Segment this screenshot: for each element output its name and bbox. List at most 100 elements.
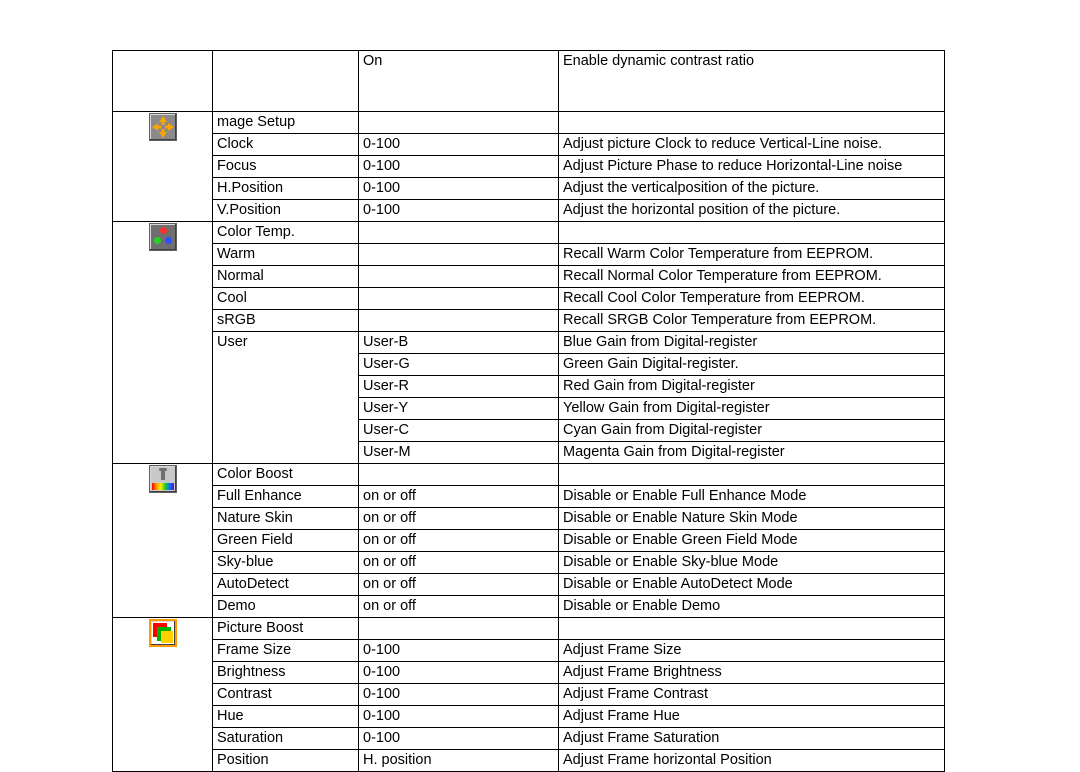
picture-boost-icon xyxy=(149,619,177,647)
setting-item: Full Enhance xyxy=(213,486,359,508)
setting-description: Disable or Enable Green Field Mode xyxy=(559,530,945,552)
table-row: Nature Skinon or offDisable or Enable Na… xyxy=(113,508,945,530)
table-row: Green Fieldon or offDisable or Enable Gr… xyxy=(113,530,945,552)
table-row: WarmRecall Warm Color Temperature from E… xyxy=(113,244,945,266)
setting-description xyxy=(559,222,945,244)
setting-item: Normal xyxy=(213,266,359,288)
setting-description: Adjust Frame Brightness xyxy=(559,662,945,684)
setting-range: 0-100 xyxy=(359,662,559,684)
setting-item: V.Position xyxy=(213,200,359,222)
setting-item: Position xyxy=(213,750,359,772)
setting-description: Adjust Frame Contrast xyxy=(559,684,945,706)
setting-range: User-Y xyxy=(359,398,559,420)
setting-item: Sky-blue xyxy=(213,552,359,574)
setting-range: 0-100 xyxy=(359,706,559,728)
table-row: Cool Recall Cool Color Temperature from E… xyxy=(113,288,945,310)
osd-settings-table: OnEnable dynamic contrast ratiomage Setu… xyxy=(112,50,945,772)
setting-item: Warm xyxy=(213,244,359,266)
setting-range xyxy=(359,618,559,640)
table-row: PositionH. positionAdjust Frame horizont… xyxy=(113,750,945,772)
setting-description: Enable dynamic contrast ratio xyxy=(559,51,945,112)
setting-range: User-B xyxy=(359,332,559,354)
section-icon-cell xyxy=(113,222,213,464)
setting-description: Adjust the horizontal position of the pi… xyxy=(559,200,945,222)
setting-range: on or off xyxy=(359,574,559,596)
setting-item: Green Field xyxy=(213,530,359,552)
section-icon-cell xyxy=(113,112,213,222)
table-row: Sky-blueon or offDisable or Enable Sky-b… xyxy=(113,552,945,574)
table-row: UserUser-BBlue Gain from Digital-registe… xyxy=(113,332,945,354)
setting-item: Nature Skin xyxy=(213,508,359,530)
setting-range: on or off xyxy=(359,596,559,618)
table-row: Contrast0-100Adjust Frame Contrast xyxy=(113,684,945,706)
image-setup-icon xyxy=(149,113,177,141)
setting-item: Brightness xyxy=(213,662,359,684)
setting-range: On xyxy=(359,51,559,112)
table-row: Clock0-100Adjust picture Clock to reduce… xyxy=(113,134,945,156)
setting-range xyxy=(359,310,559,332)
setting-range: User-M xyxy=(359,442,559,464)
setting-item: Focus xyxy=(213,156,359,178)
setting-range: 0-100 xyxy=(359,178,559,200)
setting-description: Red Gain from Digital-register xyxy=(559,376,945,398)
table-row: Brightness0-100Adjust Frame Brightness xyxy=(113,662,945,684)
setting-description: Yellow Gain from Digital-register xyxy=(559,398,945,420)
setting-range: User-R xyxy=(359,376,559,398)
section-icon-cell xyxy=(113,618,213,772)
section-icon-cell xyxy=(113,51,213,112)
table-row: H.Position0-100Adjust the verticalpositi… xyxy=(113,178,945,200)
table-row: Demoon or offDisable or Enable Demo xyxy=(113,596,945,618)
setting-item: Cool xyxy=(213,288,359,310)
table-row: sRGB Recall SRGB Color Temperature from E… xyxy=(113,310,945,332)
setting-item: Hue xyxy=(213,706,359,728)
setting-description: Adjust the verticalposition of the pictu… xyxy=(559,178,945,200)
table-row: Frame Size0-100Adjust Frame Size xyxy=(113,640,945,662)
setting-description: Adjust Picture Phase to reduce Horizonta… xyxy=(559,156,945,178)
section-icon-cell xyxy=(113,464,213,618)
setting-description: Cyan Gain from Digital-register xyxy=(559,420,945,442)
setting-description: Adjust Frame horizontal Position xyxy=(559,750,945,772)
setting-range: on or off xyxy=(359,552,559,574)
table-row: OnEnable dynamic contrast ratio xyxy=(113,51,945,112)
setting-description: Adjust picture Clock to reduce Vertical-… xyxy=(559,134,945,156)
setting-item: sRGB xyxy=(213,310,359,332)
setting-range: 0-100 xyxy=(359,200,559,222)
setting-description: Disable or Enable Full Enhance Mode xyxy=(559,486,945,508)
table-row: AutoDetecton or offDisable or Enable Aut… xyxy=(113,574,945,596)
setting-range: 0-100 xyxy=(359,156,559,178)
table-row: Picture Boost xyxy=(113,618,945,640)
table-row: V.Position0-100Adjust the horizontal pos… xyxy=(113,200,945,222)
setting-description: Adjust Frame Hue xyxy=(559,706,945,728)
setting-description: Disable or Enable Demo xyxy=(559,596,945,618)
setting-description: Recall Cool Color Temperature from EEPRO… xyxy=(559,288,945,310)
setting-item: Color Temp. xyxy=(213,222,359,244)
setting-item: Picture Boost xyxy=(213,618,359,640)
table-row: Full Enhanceon or offDisable or Enable F… xyxy=(113,486,945,508)
setting-description: Disable or Enable Sky-blue Mode xyxy=(559,552,945,574)
setting-range xyxy=(359,112,559,134)
setting-description: Recall SRGB Color Temperature from EEPRO… xyxy=(559,310,945,332)
table-row: mage Setup xyxy=(113,112,945,134)
setting-range: 0-100 xyxy=(359,684,559,706)
setting-description xyxy=(559,112,945,134)
setting-item: Frame Size xyxy=(213,640,359,662)
setting-item: mage Setup xyxy=(213,112,359,134)
setting-item xyxy=(213,51,359,112)
setting-description: Disable or Enable AutoDetect Mode xyxy=(559,574,945,596)
setting-description: Green Gain Digital-register. xyxy=(559,354,945,376)
table-row: Focus0-100Adjust Picture Phase to reduce… xyxy=(113,156,945,178)
table-row: Color Temp. xyxy=(113,222,945,244)
setting-range: User-C xyxy=(359,420,559,442)
setting-range xyxy=(359,222,559,244)
setting-item: H.Position xyxy=(213,178,359,200)
setting-description: Disable or Enable Nature Skin Mode xyxy=(559,508,945,530)
color-boost-icon xyxy=(149,465,177,493)
setting-item: Demo xyxy=(213,596,359,618)
setting-description: Adjust Frame Size xyxy=(559,640,945,662)
setting-range xyxy=(359,266,559,288)
setting-item: User xyxy=(213,332,359,464)
table-row: Hue0-100Adjust Frame Hue xyxy=(113,706,945,728)
setting-range: on or off xyxy=(359,530,559,552)
setting-item: Clock xyxy=(213,134,359,156)
setting-description xyxy=(559,618,945,640)
